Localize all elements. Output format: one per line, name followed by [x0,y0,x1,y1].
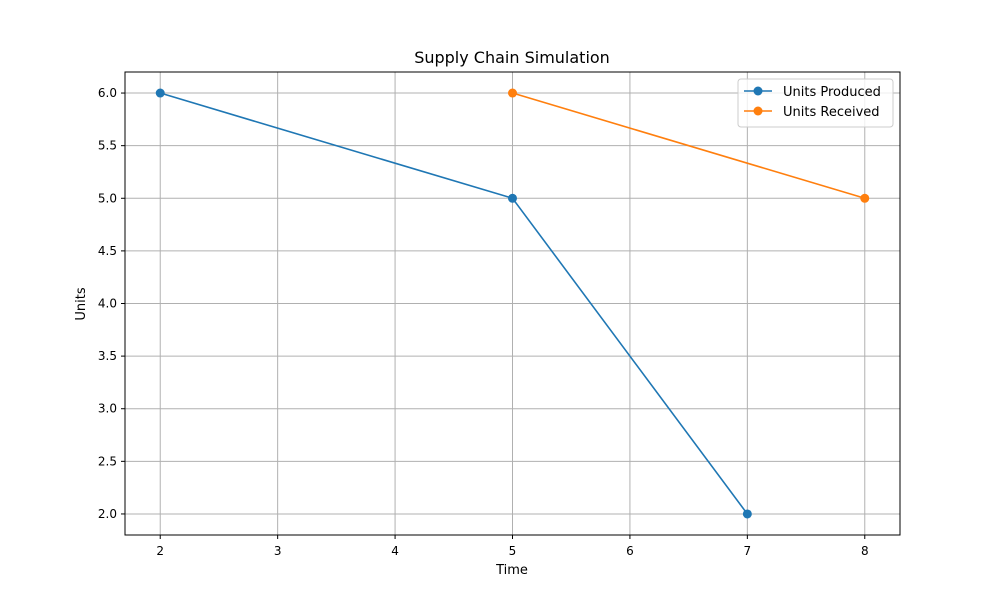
x-axis-label: Time [495,563,528,578]
series-layer [155,88,870,519]
data-point [742,509,752,519]
y-tick-label: 3.0 [98,402,117,416]
x-tick-label: 2 [156,544,164,558]
x-tick-label: 4 [391,544,399,558]
y-tick-label: 2.0 [98,507,117,521]
chart-title: Supply Chain Simulation [414,48,610,67]
y-tick-label: 5.0 [98,191,117,205]
y-axis: 2.0 2.5 3.0 3.5 4.0 4.5 5.0 5.5 6.0 [98,86,125,521]
series-line [512,92,866,200]
x-tick-label: 3 [274,544,282,558]
data-point [860,193,870,203]
legend-box [737,78,894,128]
y-tick-label: 5.5 [98,139,117,153]
y-tick-label: 2.5 [98,454,117,468]
data-point [508,88,517,98]
x-tick-label: 5 [509,544,517,558]
x-axis: 2 3 4 5 6 7 8 [156,535,869,558]
x-tick-label: 8 [861,544,869,558]
y-tick-label: 3.5 [98,349,117,363]
legend-label: Units Received [783,105,880,120]
x-tick-label: 6 [626,544,634,558]
y-axis-label: Units [74,287,89,320]
data-point [155,88,165,98]
y-tick-label: 4.0 [98,297,117,311]
y-tick-label: 4.5 [98,244,117,258]
legend-marker [753,106,763,116]
grid [125,72,900,535]
legend-marker [753,86,763,96]
y-tick-label: 6.0 [98,86,117,100]
x-tick-label: 7 [744,544,752,558]
legend: Units Produced Units Received [737,78,894,128]
legend-label: Units Produced [783,85,881,100]
data-point [508,193,517,203]
